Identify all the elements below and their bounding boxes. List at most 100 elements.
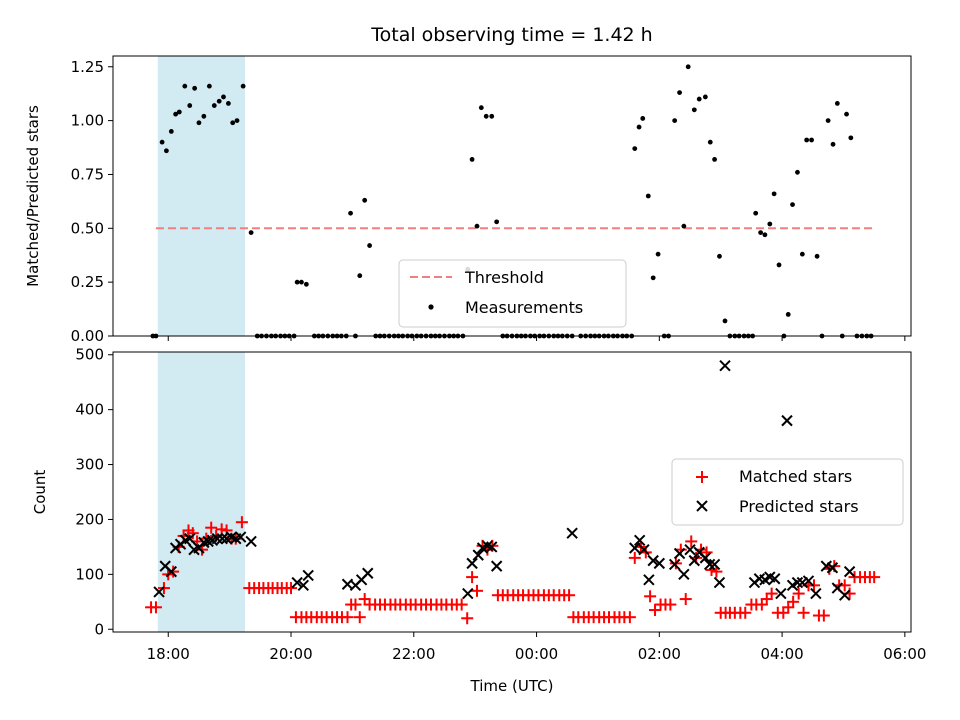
predicted-star-mark-b [647, 554, 659, 567]
matched-star-point [285, 582, 298, 595]
measurement-point [814, 253, 820, 259]
matched-star-point [739, 606, 752, 619]
predicted-star-point [703, 558, 716, 571]
measurement-point [712, 156, 717, 162]
predicted-star-mark-b [234, 531, 247, 543]
predicted-star-mark-b [699, 552, 712, 564]
measurement-point [771, 191, 777, 197]
top-y-ticks: 0.00 0.25 0.50 0.75 1.00 1.25 [71, 58, 113, 345]
matched-star-point [471, 584, 484, 597]
predicted-star-mark-b [638, 543, 650, 556]
bottom-x-tick-label: 02:00 [638, 645, 681, 663]
threshold-legend-label: Threshold [464, 268, 544, 287]
predicted-star-mark-b [826, 562, 839, 574]
predicted-star-mark-b [165, 565, 178, 578]
predicted-star-point [781, 414, 793, 427]
measurement-point [192, 85, 198, 91]
predicted-star-point [708, 558, 721, 571]
predicted-star-mark-b [462, 587, 474, 600]
measurement-point [362, 197, 368, 203]
predicted-star-point [810, 587, 822, 600]
predicted-star-mark-b [633, 534, 646, 547]
measurement-point [762, 232, 768, 238]
predicted-star-point [653, 557, 666, 570]
predicted-star-point [643, 574, 655, 586]
measurements-legend-label: Measurements [465, 298, 583, 317]
measurement-point [248, 230, 254, 236]
predicted-star-mark-b [775, 587, 787, 600]
measurement-point [206, 83, 212, 89]
matched-star-point [787, 595, 800, 608]
measurement-point [173, 111, 179, 117]
predicted-star-mark-b [159, 560, 171, 572]
measurement-point [825, 118, 831, 124]
bottom-y-tick-label: 200 [75, 510, 104, 528]
predicted-star-mark-b [245, 535, 257, 548]
predicted-star-point [302, 569, 314, 582]
matched-star-point [205, 521, 218, 534]
predicted-star-mark-b [769, 573, 781, 585]
measurement-point [753, 210, 759, 216]
matched-star-point [235, 516, 248, 529]
measurement-point [299, 279, 304, 285]
measurement-point [230, 120, 236, 126]
measurements-legend-swatch [428, 304, 434, 310]
measurement-point [187, 103, 193, 108]
matched-star-point [466, 571, 479, 584]
top-y-tick-label: 0.25 [71, 273, 104, 291]
measurement-point [176, 109, 182, 115]
predicted-star-point [791, 576, 804, 589]
predicted-star-point [647, 554, 659, 567]
predicted-star-point [633, 534, 646, 547]
measurement-point [677, 90, 682, 96]
bottom-y-tick-label: 0 [94, 620, 104, 638]
predicted-star-mark-b [668, 558, 681, 571]
predicted-star-point [184, 532, 196, 545]
measurement-point [848, 135, 854, 141]
predicted-star-mark-b [466, 557, 478, 570]
predicted-star-point [719, 360, 731, 372]
measurement-point [182, 83, 188, 89]
highlight-span-top [157, 56, 245, 336]
predicted-legend-swatch [696, 500, 708, 512]
measurement-point [790, 202, 795, 208]
predicted-star-mark-b [708, 558, 721, 571]
predicted-star-mark-b [481, 540, 494, 552]
predicted-star-point [826, 562, 839, 574]
predicted-star-mark-b [629, 542, 641, 554]
predicted-star-mark-b [643, 574, 655, 586]
predicted-star-point [838, 589, 851, 601]
top-y-tick-label: 1.00 [71, 112, 104, 130]
bottom-y-tick-label: 400 [75, 401, 104, 419]
measurement-point [785, 312, 791, 317]
matched-star-point [644, 590, 657, 603]
bottom-legend-box [671, 458, 904, 526]
top-y-tick-label: 0.75 [71, 165, 104, 183]
predicted-star-mark-b [831, 582, 844, 594]
predicted-star-mark-b [688, 554, 701, 567]
predicted-star-points [153, 360, 856, 601]
predicted-star-point [486, 541, 498, 553]
predicted-star-point [211, 532, 224, 545]
predicted-star-mark-b [781, 414, 793, 427]
matched-star-point [868, 571, 881, 584]
predicted-star-point [566, 527, 578, 539]
measurement-point [672, 118, 678, 124]
measurement-point [655, 251, 661, 257]
measurement-point [216, 98, 222, 104]
measurement-point [226, 100, 231, 106]
measurement-point [776, 262, 782, 268]
predicted-star-point [234, 531, 247, 543]
predicted-star-mark-b [184, 532, 196, 545]
bottom-y-ticks: 0 100 200 300 400 500 [75, 346, 113, 638]
bottom-y-tick-label: 100 [75, 565, 104, 583]
chart-title: Total observing time = 1.42 h [370, 24, 652, 46]
predicted-star-point [165, 565, 178, 578]
predicted-star-point [678, 568, 690, 581]
bottom-x-tick-label: 04:00 [760, 645, 803, 663]
predicted-star-point [673, 547, 686, 560]
matched-star-points [145, 516, 881, 625]
predicted-star-mark-b [719, 360, 731, 372]
predicted-star-mark-b [153, 586, 165, 598]
